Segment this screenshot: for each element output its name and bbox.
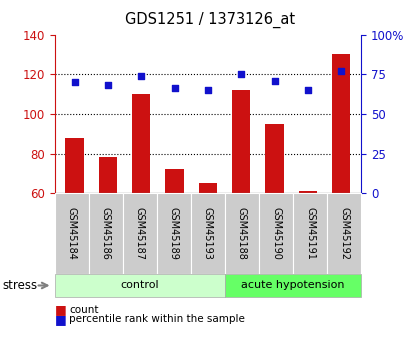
- Point: [338, 68, 344, 74]
- Bar: [265, 124, 284, 193]
- Text: control: control: [121, 280, 159, 290]
- Text: GSM45192: GSM45192: [339, 207, 349, 260]
- Bar: [332, 54, 350, 193]
- Bar: [199, 183, 217, 193]
- Text: acute hypotension: acute hypotension: [241, 280, 345, 290]
- Bar: [66, 138, 84, 193]
- Text: GSM45188: GSM45188: [237, 207, 247, 260]
- Point: [271, 78, 278, 83]
- Text: GSM45189: GSM45189: [169, 207, 179, 260]
- Point: [71, 79, 78, 85]
- Text: stress: stress: [2, 279, 37, 292]
- Text: GSM45186: GSM45186: [101, 207, 111, 260]
- Text: GSM45184: GSM45184: [67, 207, 76, 260]
- Text: GSM45190: GSM45190: [271, 207, 281, 260]
- Bar: [165, 169, 184, 193]
- Text: ■: ■: [55, 313, 66, 326]
- Text: GSM45193: GSM45193: [203, 207, 213, 260]
- Text: ■: ■: [55, 303, 66, 316]
- Bar: [132, 94, 150, 193]
- Point: [304, 87, 311, 93]
- Bar: [299, 191, 317, 193]
- Point: [138, 73, 144, 79]
- Point: [238, 71, 244, 77]
- Bar: [99, 157, 117, 193]
- Text: count: count: [69, 305, 99, 315]
- Text: GDS1251 / 1373126_at: GDS1251 / 1373126_at: [125, 12, 295, 28]
- Point: [105, 82, 111, 88]
- Point: [171, 86, 178, 91]
- Point: [205, 87, 211, 93]
- Text: percentile rank within the sample: percentile rank within the sample: [69, 314, 245, 324]
- Text: GSM45191: GSM45191: [305, 207, 315, 260]
- Text: GSM45187: GSM45187: [135, 207, 145, 260]
- Bar: [232, 90, 250, 193]
